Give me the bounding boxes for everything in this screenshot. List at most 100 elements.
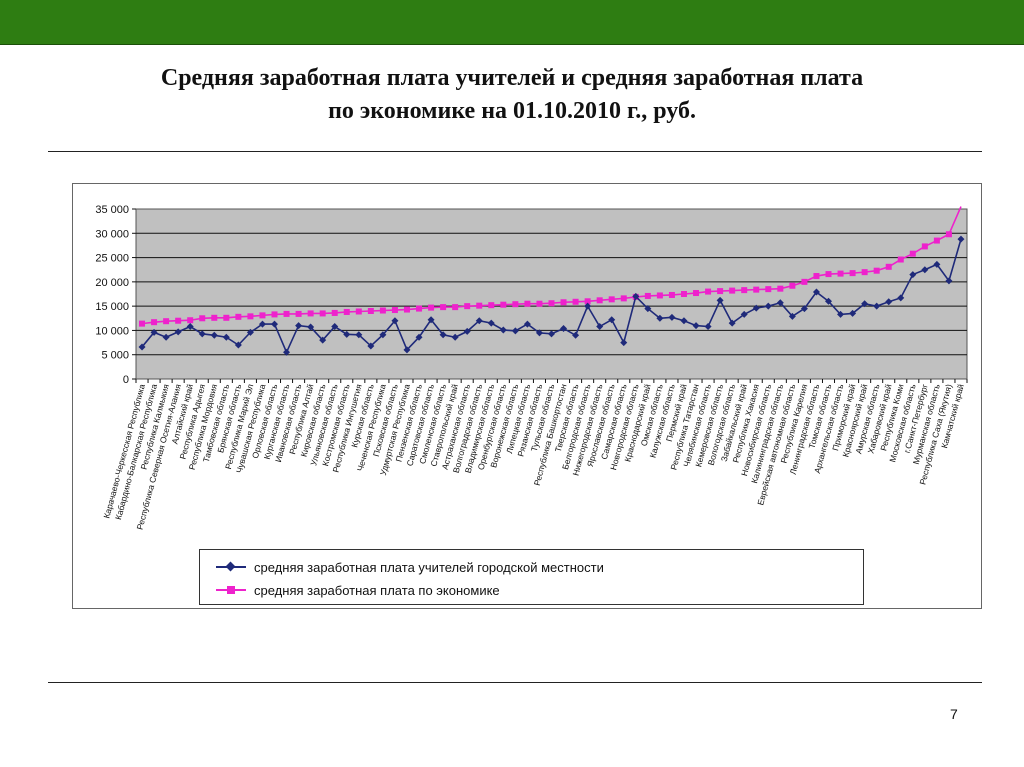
teachers-point [367, 342, 375, 350]
economy-point [741, 287, 748, 294]
economy-point [319, 310, 326, 317]
teachers-point [728, 319, 736, 327]
y-tick-label: 15 000 [95, 301, 129, 313]
economy-point [680, 291, 687, 297]
economy-point [223, 314, 230, 321]
y-tick-label: 35 000 [95, 204, 129, 216]
economy-point [945, 231, 952, 238]
economy-point [271, 311, 278, 318]
header-bar [0, 0, 1024, 45]
teachers-point [319, 336, 327, 344]
teachers-point [150, 328, 158, 336]
economy-point [440, 304, 447, 311]
economy-point [452, 304, 459, 311]
economy-point [199, 315, 206, 322]
economy-point [512, 301, 519, 308]
economy-point [500, 301, 507, 308]
economy-point [536, 300, 543, 307]
legend-marker-teachers [216, 561, 246, 573]
teachers-point [584, 302, 592, 310]
economy-point [139, 320, 146, 327]
economy-point [584, 298, 591, 305]
teachers-point [596, 323, 604, 331]
y-tick-label: 30 000 [95, 228, 129, 240]
title-divider [48, 151, 982, 152]
teachers-point [921, 266, 929, 274]
teachers-point [439, 331, 447, 339]
teachers-point [523, 320, 531, 328]
economy-point [163, 318, 170, 325]
teachers-point [740, 310, 748, 318]
page-number: 7 [950, 706, 958, 722]
economy-point [801, 278, 808, 285]
legend-marker-economy [216, 584, 246, 596]
teachers-point [415, 333, 423, 341]
economy-point [476, 302, 483, 309]
economy-point [765, 286, 772, 293]
legend-item-economy: средняя заработная плата по экономике [216, 580, 500, 600]
teachers-point [463, 327, 471, 335]
economy-point [693, 290, 700, 297]
economy-point [488, 302, 495, 309]
economy-point [753, 286, 760, 293]
economy-point [175, 317, 182, 324]
teachers-point [186, 323, 194, 331]
economy-point [933, 237, 940, 244]
teachers-point [295, 322, 303, 330]
slide-title-line-1: Средняя заработная плата учителей и сред… [160, 65, 864, 91]
teachers-point [861, 300, 869, 308]
plot-area [135, 208, 968, 380]
economy-point [909, 250, 916, 257]
teachers-point [162, 333, 170, 341]
economy-point [211, 314, 218, 321]
teachers-point [535, 329, 543, 337]
economy-point [403, 306, 410, 313]
teachers-point [475, 317, 483, 325]
teachers-point [885, 298, 893, 306]
chart-legend: средняя заработная плата учителей городс… [199, 549, 864, 605]
teachers-point [331, 323, 339, 331]
teachers-point [764, 302, 772, 310]
teachers-point [680, 317, 688, 325]
legend-item-teachers: средняя заработная плата учителей городс… [216, 557, 604, 577]
teachers-point [909, 271, 917, 279]
teachers-point [692, 322, 700, 330]
economy-point [343, 308, 350, 315]
economy-point [620, 295, 627, 302]
teachers-point [704, 323, 712, 331]
slide-title: Средняя заработная плата учителей и сред… [60, 62, 964, 128]
economy-point [307, 310, 314, 317]
teachers-point [945, 277, 953, 285]
teachers-point [548, 330, 555, 338]
teachers-point [560, 324, 568, 332]
teachers-point [897, 294, 905, 302]
teachers-point [499, 326, 507, 334]
teachers-point [234, 341, 242, 349]
economy-point [789, 282, 796, 289]
teachers-point [511, 327, 519, 335]
y-tick-label: 20 000 [95, 277, 129, 289]
economy-point [428, 304, 435, 311]
economy-point [367, 308, 374, 314]
economy-point [873, 267, 880, 274]
economy-point [921, 243, 928, 250]
economy-point [705, 288, 712, 295]
teachers-point [668, 313, 676, 321]
y-tick-label: 0 [123, 374, 129, 386]
economy-point [668, 291, 675, 298]
teachers-point [632, 292, 640, 300]
economy-point [464, 303, 471, 310]
teachers-point [800, 305, 808, 313]
economy-point [295, 310, 302, 317]
economy-point [187, 317, 194, 324]
teachers-point [210, 331, 218, 339]
legend-label-teachers: средняя заработная плата учителей городс… [254, 559, 604, 575]
economy-point [247, 313, 254, 320]
economy-point [560, 299, 567, 306]
teachers-point [258, 320, 266, 328]
teachers-point [174, 328, 182, 336]
teachers-point [403, 346, 411, 354]
economy-point [837, 270, 844, 277]
economy-point [235, 313, 242, 320]
teachers-point [788, 312, 796, 320]
